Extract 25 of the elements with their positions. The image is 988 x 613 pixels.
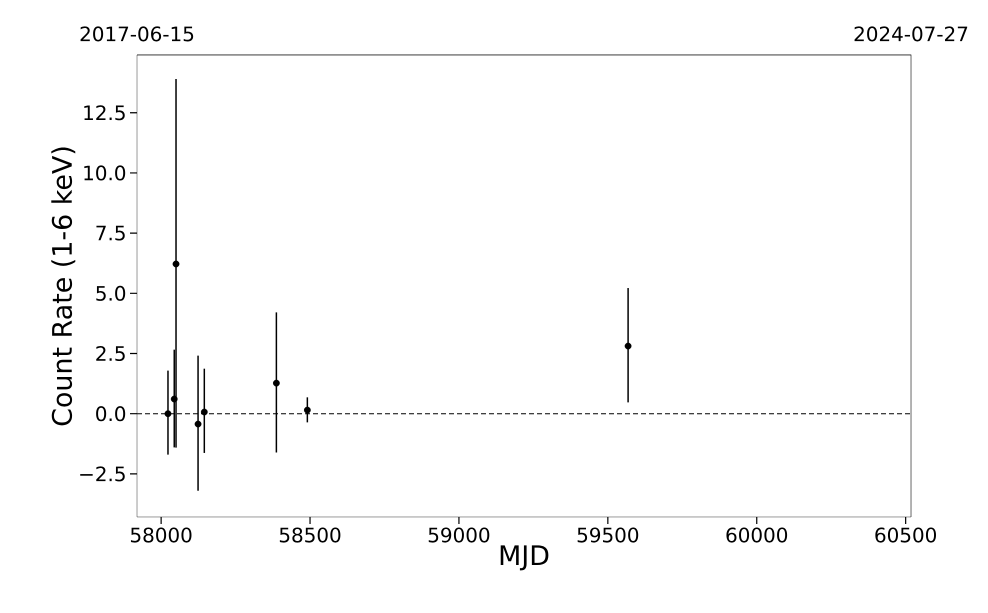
y-tick-label: 5.0 <box>96 286 126 301</box>
y-tick-label: 7.5 <box>96 226 125 241</box>
point <box>272 380 280 387</box>
y-axis-title: Count Rate (1-6 keV) <box>51 147 76 426</box>
x-axis-title: MJD <box>500 545 548 570</box>
point <box>624 342 632 350</box>
x-tick-label: 59000 <box>428 528 490 543</box>
point <box>194 420 202 428</box>
y-tick-label: 2.5 <box>96 346 125 362</box>
point <box>164 410 172 418</box>
y-tick-label: 0.0 <box>96 406 126 422</box>
y-tick-label: −2.5 <box>80 466 125 482</box>
x2-tick-label: 2017-06-15 <box>80 26 194 42</box>
y-tick-label: 12.5 <box>84 105 125 120</box>
y-tick-label: 10.0 <box>84 165 126 180</box>
point <box>304 406 311 414</box>
x2-tick-label: 2024-07-27 <box>854 26 968 42</box>
x-tick-label: 58500 <box>280 528 340 543</box>
point <box>172 260 180 268</box>
x-tick-label: 59500 <box>578 528 638 543</box>
point <box>200 408 208 416</box>
x-tick-label: 58000 <box>130 528 192 543</box>
x-tick-label: 60500 <box>875 528 936 543</box>
point <box>170 396 178 402</box>
x-tick-label: 60000 <box>726 528 788 543</box>
